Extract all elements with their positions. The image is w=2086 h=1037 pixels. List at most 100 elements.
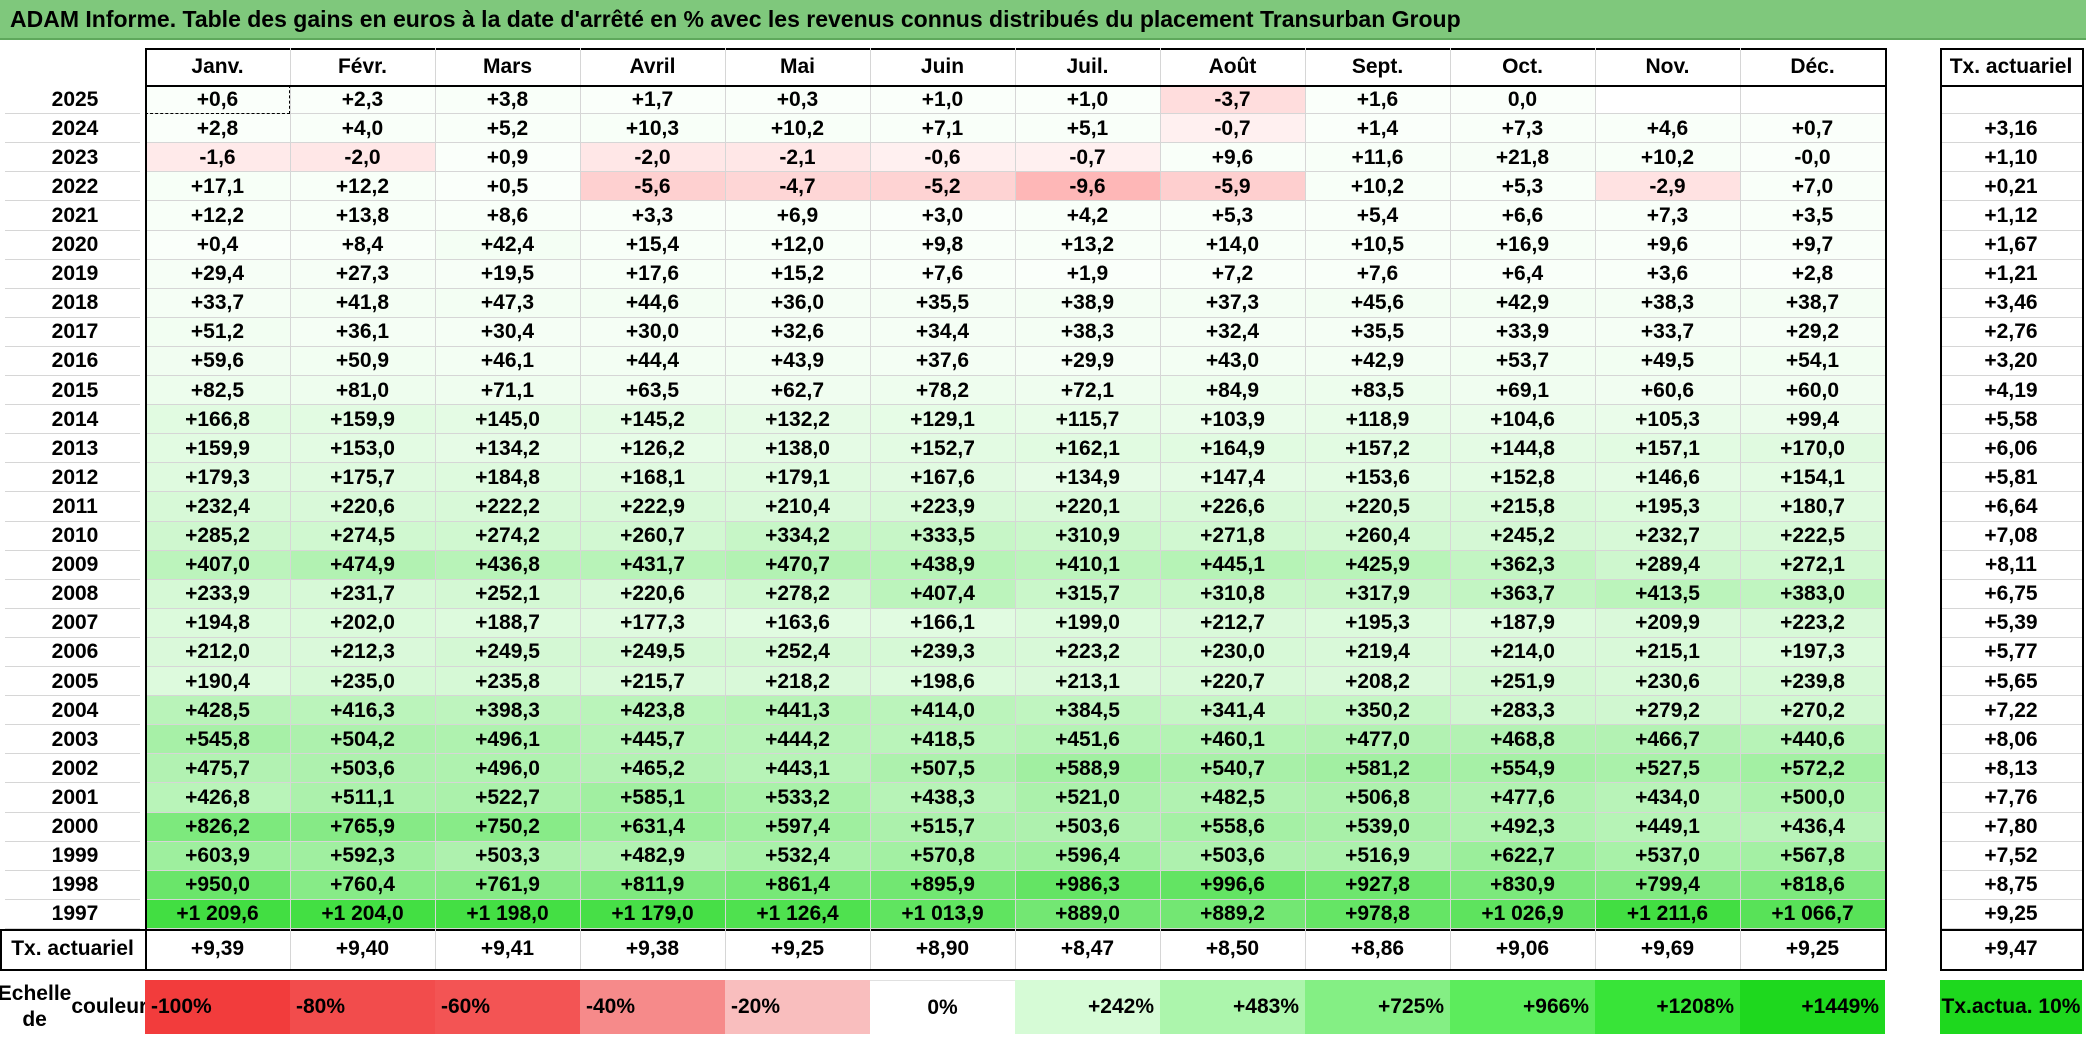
legend-step: +242%: [1015, 980, 1160, 1034]
table-cell: +51,2: [145, 317, 290, 347]
table-cell: +503,3: [435, 841, 580, 871]
grid-line: [1450, 48, 1451, 85]
table-cell: +3,3: [580, 201, 725, 231]
table-cell: +537,0: [1595, 841, 1740, 871]
table-cell: +830,9: [1450, 870, 1595, 900]
table-cell: +10,2: [1595, 143, 1740, 173]
month-header: Janv.: [191, 54, 244, 78]
table-cell: +220,6: [290, 492, 435, 522]
table-cell: +431,7: [580, 550, 725, 580]
table-cell: +239,8: [1740, 667, 1885, 697]
table-cell: +1 211,6: [1595, 899, 1740, 929]
month-header: Juil.: [1066, 54, 1109, 78]
grid-line: [1940, 724, 2082, 726]
table-cell: +13,8: [290, 201, 435, 231]
table-cell: +209,9: [1595, 608, 1740, 638]
grid-line: [1940, 345, 2082, 347]
table-cell: +434,0: [1595, 783, 1740, 813]
table-cell: +986,3: [1015, 870, 1160, 900]
table-cell: +271,8: [1160, 521, 1305, 551]
legend-step: 0%: [870, 980, 1015, 1034]
table-cell: +425,9: [1305, 550, 1450, 580]
table-cell: +37,3: [1160, 288, 1305, 318]
grid-line: [725, 48, 726, 85]
footer-total: +9,47: [1984, 936, 2038, 960]
year-label: 2023: [51, 145, 99, 169]
grid-line: [580, 48, 581, 85]
table-cell: +104,6: [1450, 405, 1595, 435]
month-header: Mai: [779, 54, 815, 78]
table-cell: +482,9: [580, 841, 725, 871]
grid-line: [1740, 48, 1741, 85]
table-cell: +362,3: [1450, 550, 1595, 580]
table-cell: +6,9: [725, 201, 870, 231]
table-cell: +504,2: [290, 725, 435, 755]
table-cell: +475,7: [145, 754, 290, 784]
grid-line: [5, 404, 140, 406]
table-cell: +138,0: [725, 434, 870, 464]
grid-line: [1015, 928, 1016, 969]
table-cell: +477,0: [1305, 725, 1450, 755]
table-cell: +168,1: [580, 463, 725, 493]
table-cell: +440,6: [1740, 725, 1885, 755]
grid-line: [1885, 48, 1887, 969]
grid-line: [1305, 48, 1306, 85]
table-cell: +826,2: [145, 812, 290, 842]
year-label: 1998: [51, 873, 99, 897]
year-label: 2013: [51, 436, 99, 460]
grid-line: [435, 928, 436, 969]
year-label: 2021: [51, 203, 99, 227]
table-cell: +32,4: [1160, 317, 1305, 347]
table-cell: +10,5: [1305, 230, 1450, 260]
table-cell: +30,0: [580, 317, 725, 347]
table-cell: +170,0: [1740, 434, 1885, 464]
table-cell: +333,5: [870, 521, 1015, 551]
table-cell: +895,9: [870, 870, 1015, 900]
table-cell: +12,0: [725, 230, 870, 260]
table-cell: +750,2: [435, 812, 580, 842]
table-cell: +445,7: [580, 725, 725, 755]
table-cell: +17,1: [145, 172, 290, 202]
table-cell: +588,9: [1015, 754, 1160, 784]
table-cell: +252,4: [725, 637, 870, 667]
table-cell: +2,3: [290, 85, 435, 115]
rate-cell: +7,76: [1984, 785, 2038, 809]
table-cell: -4,7: [725, 172, 870, 202]
table-cell: +8,4: [290, 230, 435, 260]
grid-line: [5, 840, 140, 842]
page-title: ADAM Informe. Table des gains en euros à…: [10, 6, 1461, 32]
table-cell: +5,2: [435, 114, 580, 144]
grid-line: [5, 433, 140, 435]
table-cell: +760,4: [290, 870, 435, 900]
table-cell: +3,6: [1595, 259, 1740, 289]
grid-line: [5, 142, 140, 144]
rate-cell: +3,46: [1984, 291, 2038, 315]
table-cell: +554,9: [1450, 754, 1595, 784]
rate-cell: +6,64: [1984, 494, 2038, 518]
footer-cell: +8,90: [915, 936, 970, 960]
table-cell: +438,9: [870, 550, 1015, 580]
footer-cell: +9,39: [190, 936, 245, 960]
legend-step: -20%: [725, 980, 870, 1034]
table-cell: +222,2: [435, 492, 580, 522]
month-header: Nov.: [1645, 54, 1690, 78]
table-cell: +29,4: [145, 259, 290, 289]
table-cell: +197,3: [1740, 637, 1885, 667]
table-cell: +84,9: [1160, 376, 1305, 406]
table-cell: +503,6: [290, 754, 435, 784]
grid-line: [1940, 229, 2082, 231]
footer-label: Tx. actuariel: [11, 936, 134, 960]
table-cell: +144,8: [1450, 434, 1595, 464]
month-header: Août: [1208, 54, 1257, 78]
grid-line: [0, 968, 1887, 971]
table-cell: +29,9: [1015, 346, 1160, 376]
table-cell: -9,6: [1015, 172, 1160, 202]
table-cell: -0,7: [1015, 143, 1160, 173]
table-cell: +220,7: [1160, 667, 1305, 697]
table-cell: +532,4: [725, 841, 870, 871]
rate-cell: +9,25: [1984, 902, 2038, 926]
rate-cell: +5,65: [1984, 669, 2038, 693]
table-cell: +43,9: [725, 346, 870, 376]
rate-cell: +8,75: [1984, 873, 2038, 897]
table-cell: +283,3: [1450, 696, 1595, 726]
